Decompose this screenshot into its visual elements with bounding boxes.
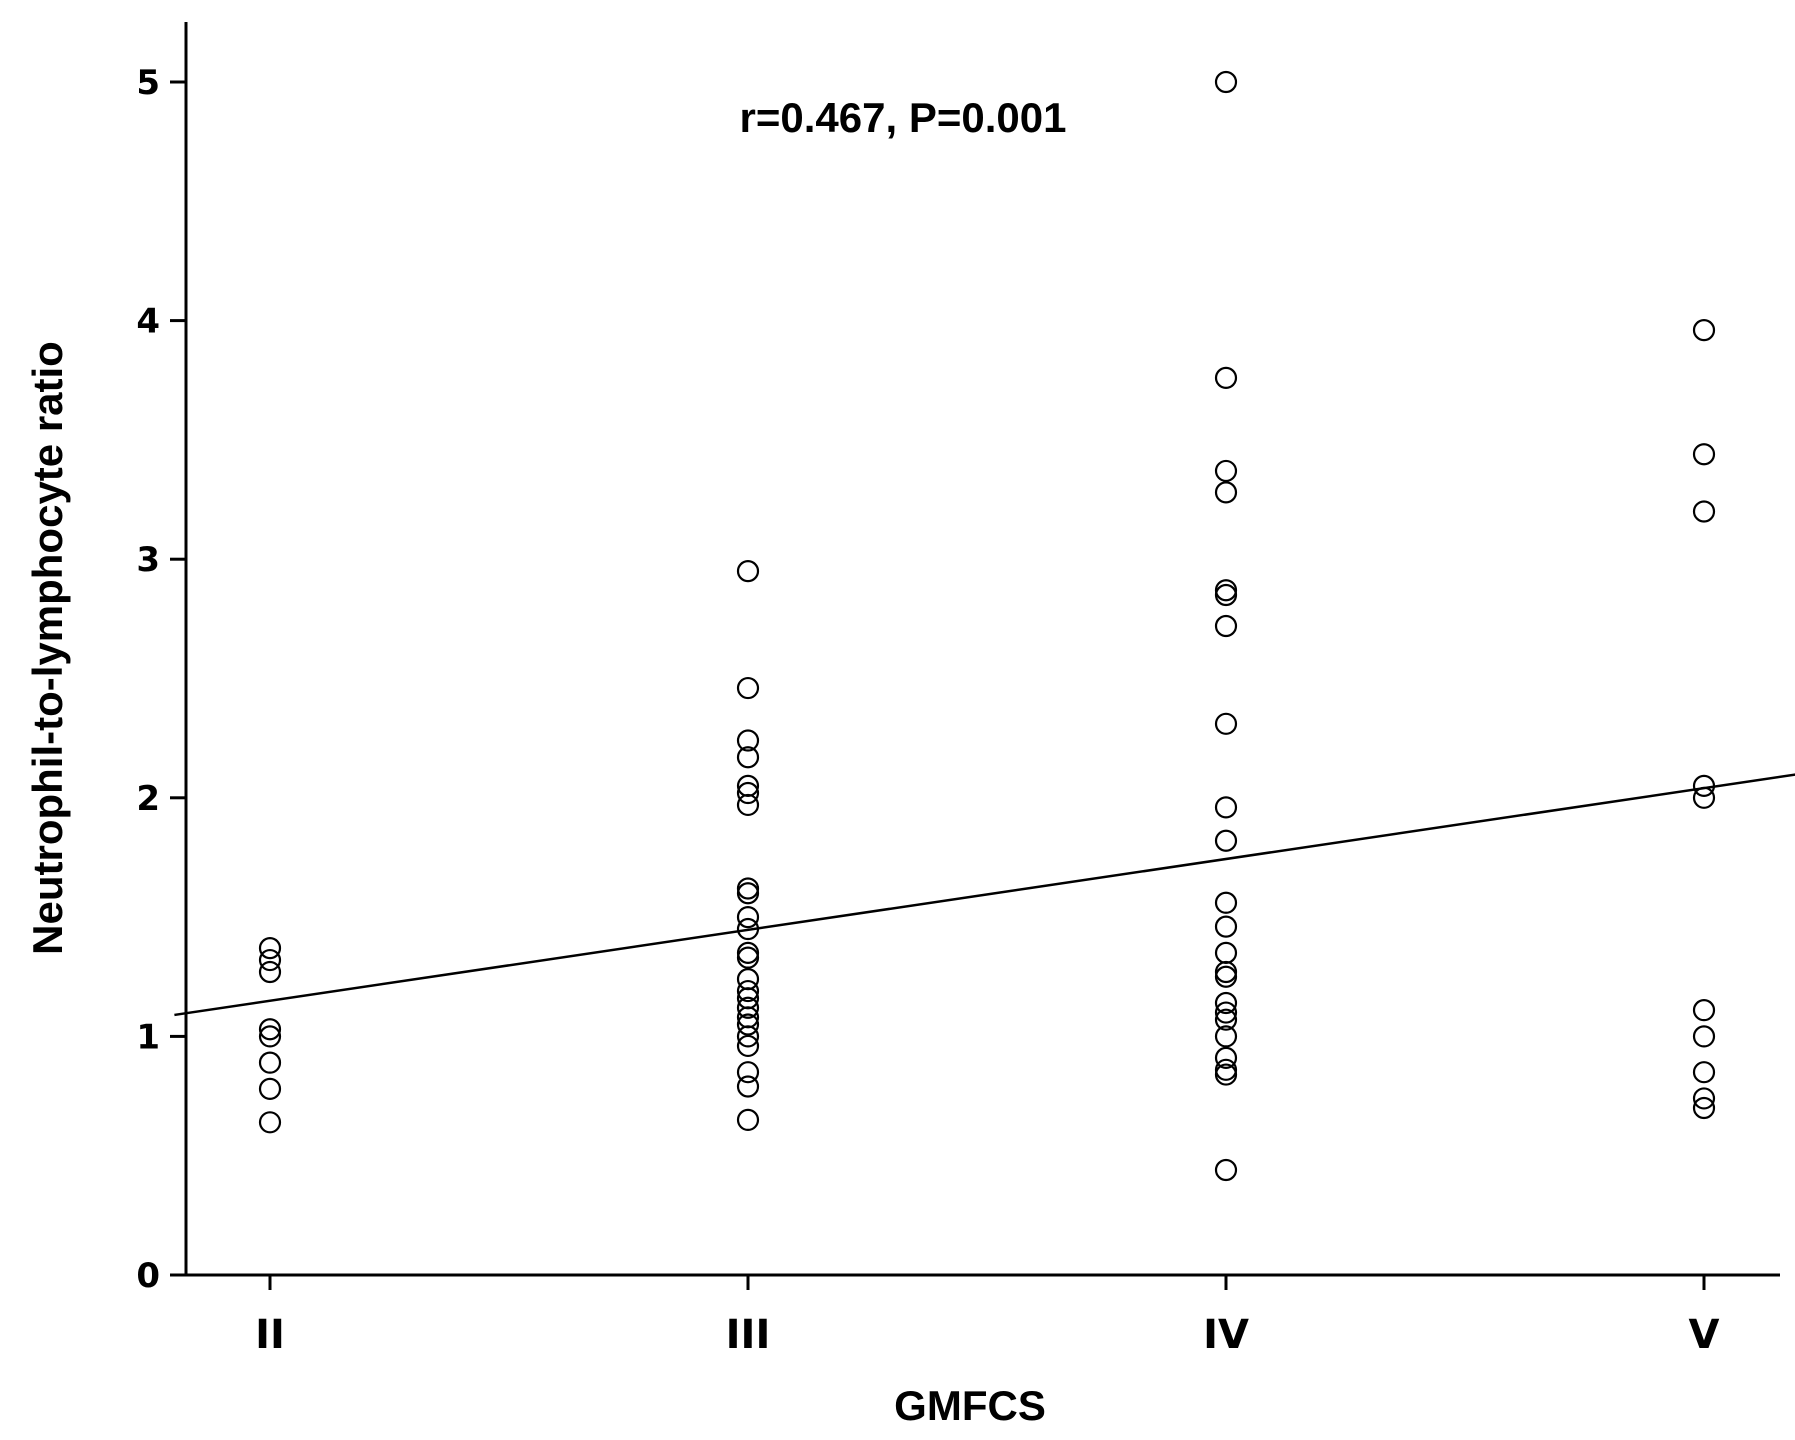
- data-point: [1214, 829, 1238, 852]
- data-point: [1214, 915, 1238, 938]
- data-point: [1692, 1025, 1716, 1048]
- data-point: [1214, 70, 1238, 94]
- x-tick-label: IV: [1203, 1312, 1249, 1358]
- data-point: [736, 882, 760, 905]
- data-point: [1214, 1046, 1238, 1069]
- x-axis-title: GMFCS: [894, 1382, 1046, 1429]
- data-point: [258, 1025, 282, 1048]
- data-point: [736, 877, 760, 900]
- data-point: [1214, 891, 1238, 914]
- data-point: [258, 1077, 282, 1100]
- data-point: [736, 1075, 760, 1098]
- data-point: [736, 941, 760, 964]
- data-point: [1692, 786, 1716, 809]
- data-point: [736, 946, 760, 969]
- y-tick-label: 4: [136, 302, 160, 342]
- data-point: [736, 996, 760, 1019]
- y-axis-title: Neutrophil-to-lymphocyte ratio: [24, 341, 71, 955]
- y-tick-label: 3: [136, 540, 160, 580]
- data-point: [1214, 1001, 1238, 1024]
- correlation-annotation: r=0.467, P=0.001: [740, 94, 1067, 141]
- data-point: [1692, 319, 1716, 342]
- data-point: [258, 960, 282, 984]
- data-point: [736, 1108, 760, 1132]
- data-point: [1692, 1087, 1716, 1110]
- data-point: [736, 905, 760, 929]
- data-point: [1692, 774, 1716, 797]
- data-point: [1214, 614, 1238, 638]
- x-tick-label: V: [1689, 1312, 1720, 1358]
- data-point: [258, 1051, 282, 1074]
- data-point: [1692, 443, 1716, 466]
- data-point: [1692, 500, 1716, 523]
- data-point: [258, 1018, 282, 1041]
- regression-line: [174, 773, 1795, 1017]
- data-point: [736, 781, 760, 805]
- data-point: [736, 1034, 760, 1058]
- data-point: [258, 1111, 282, 1134]
- data-point: [258, 948, 282, 972]
- data-point: [736, 917, 760, 941]
- data-point: [736, 676, 760, 700]
- x-tick-label: II: [255, 1312, 285, 1358]
- data-point: [1214, 965, 1238, 988]
- y-ticks: 0 1 2 3 4 5: [136, 63, 186, 1296]
- data-point: [1214, 991, 1238, 1015]
- data-point: [736, 1061, 760, 1084]
- data-point: [1692, 1096, 1716, 1120]
- y-tick-label: 0: [136, 1256, 160, 1296]
- data-point: [1214, 1158, 1238, 1182]
- x-tick-label: III: [726, 1312, 771, 1358]
- y-tick-label: 2: [136, 779, 160, 819]
- data-point: [1214, 1025, 1238, 1048]
- y-tick-label: 1: [136, 1017, 160, 1057]
- data-point: [1214, 583, 1238, 607]
- regression-line-group: [174, 773, 1795, 1017]
- data-points: [258, 70, 1716, 1182]
- data-point: [736, 1013, 760, 1036]
- data-point: [1214, 1008, 1238, 1031]
- data-point: [736, 979, 760, 1003]
- axes: [184, 22, 1780, 1277]
- data-point: [1214, 941, 1238, 964]
- data-point: [1214, 1058, 1238, 1081]
- data-point: [1214, 366, 1238, 389]
- data-point: [1214, 579, 1238, 602]
- data-point: [1214, 481, 1238, 504]
- data-point: [1214, 796, 1238, 819]
- data-point: [1214, 459, 1238, 483]
- data-point: [736, 729, 760, 752]
- x-ticks: II III IV V: [255, 1275, 1720, 1358]
- y-tick-label: 5: [136, 63, 160, 103]
- data-point: [736, 968, 760, 991]
- data-point: [736, 1025, 760, 1048]
- data-point: [1214, 960, 1238, 984]
- data-point: [736, 793, 760, 817]
- data-point: [1214, 1063, 1238, 1086]
- data-point: [1214, 712, 1238, 735]
- data-point: [736, 746, 760, 769]
- data-point: [1692, 999, 1716, 1022]
- data-point: [736, 560, 760, 583]
- data-point: [1692, 1061, 1716, 1084]
- data-point: [258, 937, 282, 960]
